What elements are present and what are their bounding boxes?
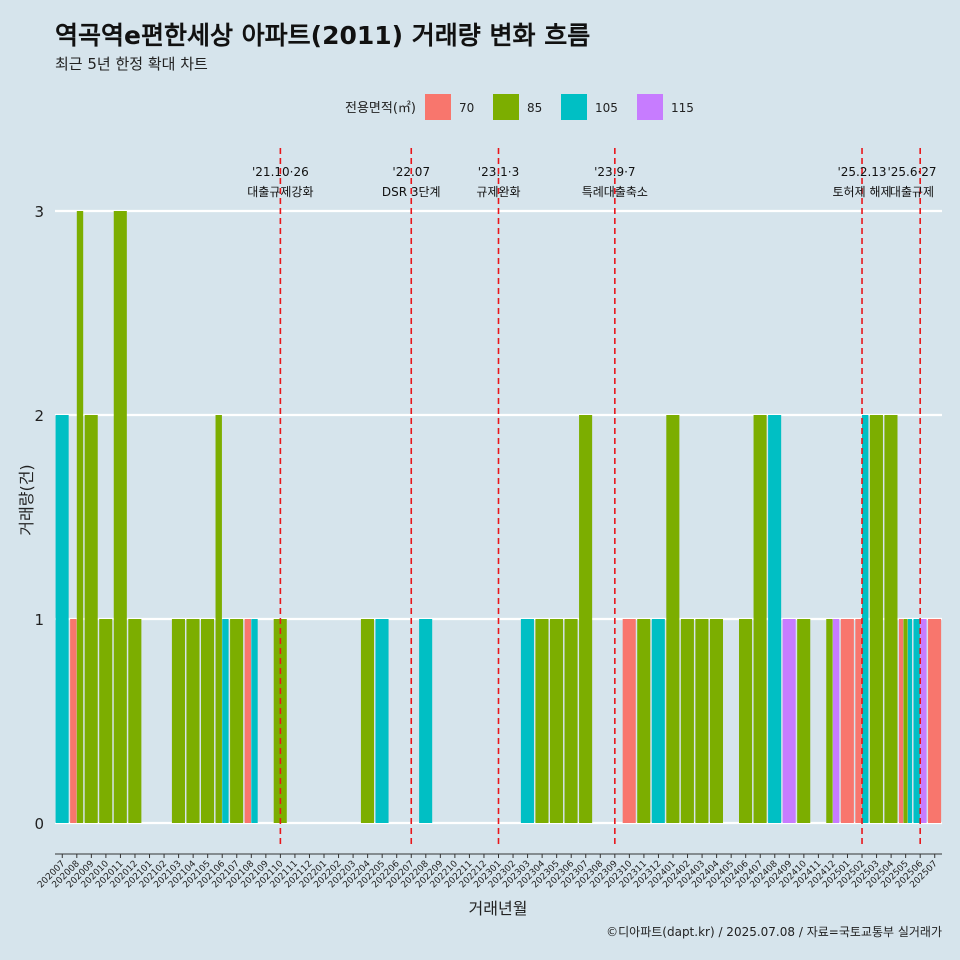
bar-202108-70 (244, 619, 251, 823)
bar-202503-85 (869, 415, 883, 823)
event-label-202506: 대출규제 (890, 185, 934, 199)
bar-202009-85 (84, 415, 98, 823)
bar-202105-85 (200, 619, 215, 823)
bar-202506-115 (920, 619, 927, 823)
event-date-202506: '25.6·27 (887, 165, 936, 179)
caption: ©디아파트(dapt.kr) / 2025.07.08 / 자료=국토교통부 실… (606, 925, 942, 939)
event-date-202110: '21.10·26 (252, 165, 309, 179)
bar-202505-105 (907, 619, 913, 823)
bar-202106-85 (215, 415, 222, 823)
bar-202305-85 (549, 619, 564, 823)
bar-202307-85 (579, 415, 593, 823)
bar-202011-85 (113, 211, 127, 823)
bar-202506-105 (913, 619, 920, 823)
bar-202409-115 (782, 619, 796, 823)
bar-202504-85 (884, 415, 898, 823)
legend-swatch-105 (561, 94, 587, 120)
legend-swatch-115 (637, 94, 663, 120)
y-tick-label-0: 0 (34, 815, 44, 833)
bar-202410-85 (797, 619, 811, 823)
bar-202104-85 (186, 619, 200, 823)
bar-202107-85 (230, 619, 244, 823)
bar-202507-70 (928, 619, 942, 823)
legend-label-115: 115 (671, 101, 694, 115)
events: '21.10·26 대출규제강화 '22.07 DSR 3단계 '23.1·3 규제완화 '… (247, 148, 937, 848)
bar-202010-85 (99, 619, 113, 823)
x-axis-label: 거래년월 (469, 899, 528, 918)
bar-202505-85 (903, 619, 908, 823)
event-date-202207: '22.07 (392, 165, 430, 179)
chart-title: 역곡역e편한세상 아파트(2011) 거래량 변화 흐름 (55, 21, 590, 50)
legend-title: 전용면적(㎡) (345, 101, 416, 116)
bar-202208-105 (419, 619, 433, 823)
bar-202407-85 (753, 415, 767, 823)
bar-202106-105 (222, 619, 229, 823)
bar-202012-85 (128, 619, 142, 823)
legend-swatch-85 (493, 94, 519, 120)
legend-label-105: 105 (595, 101, 618, 115)
event-date-202309: '23.9·7 (594, 165, 635, 179)
bar-202502-105 (862, 415, 869, 823)
bar-202306-85 (564, 619, 578, 823)
bar-202108-105 (251, 619, 258, 823)
event-date-202502: '25.2.13 (837, 165, 886, 179)
bar-202312-105 (651, 619, 665, 823)
bar-202401-85 (666, 415, 680, 823)
event-label-202110: 대출규제강화 (247, 185, 313, 199)
event-label-202301: 규제완화 (476, 185, 520, 199)
bar-202403-85 (695, 619, 709, 823)
bar-202008-85 (76, 211, 84, 823)
bar-202505-70 (898, 619, 904, 823)
bar-202404-85 (709, 619, 724, 823)
bar-202303-105 (520, 619, 534, 823)
event-label-202207: DSR 3단계 (382, 185, 441, 199)
bar-202008-70 (70, 619, 77, 823)
y-tick-label-1: 1 (34, 611, 44, 629)
legend: 전용면적(㎡) 70 85 105 115 (345, 94, 694, 120)
legend-label-85: 85 (527, 101, 542, 115)
bar-202311-85 (637, 619, 651, 823)
bar-202402-85 (680, 619, 694, 823)
bar-202310-70 (622, 619, 636, 823)
bar-202502-70 (855, 619, 862, 823)
event-date-202301: '23.1·3 (478, 165, 519, 179)
event-label-202309: 특례대출축소 (582, 185, 648, 199)
bar-202304-85 (535, 619, 549, 823)
legend-label-70: 70 (459, 101, 474, 115)
y-axis: 0 1 2 3 (34, 203, 44, 833)
bar-202204-85 (360, 619, 375, 823)
bar-202501-70 (840, 619, 854, 823)
bar-202007-105 (55, 415, 69, 823)
bar-202406-85 (739, 619, 753, 823)
chart-subtitle: 최근 5년 한정 확대 차트 (55, 55, 208, 73)
x-axis: 2020072020082020092020102020112020122021… (36, 853, 942, 890)
y-tick-label-2: 2 (34, 407, 44, 425)
bar-202103-85 (171, 619, 185, 823)
y-tick-label-3: 3 (34, 203, 44, 221)
bar-202408-105 (768, 415, 782, 823)
bars (55, 211, 942, 823)
event-label-202502: 토허제 해제 (833, 185, 892, 199)
bar-202412-115 (832, 619, 840, 823)
bar-202412-85 (826, 619, 833, 823)
y-axis-label: 거래량(건) (17, 464, 36, 535)
bar-202205-105 (375, 619, 389, 823)
legend-swatch-70 (425, 94, 451, 120)
